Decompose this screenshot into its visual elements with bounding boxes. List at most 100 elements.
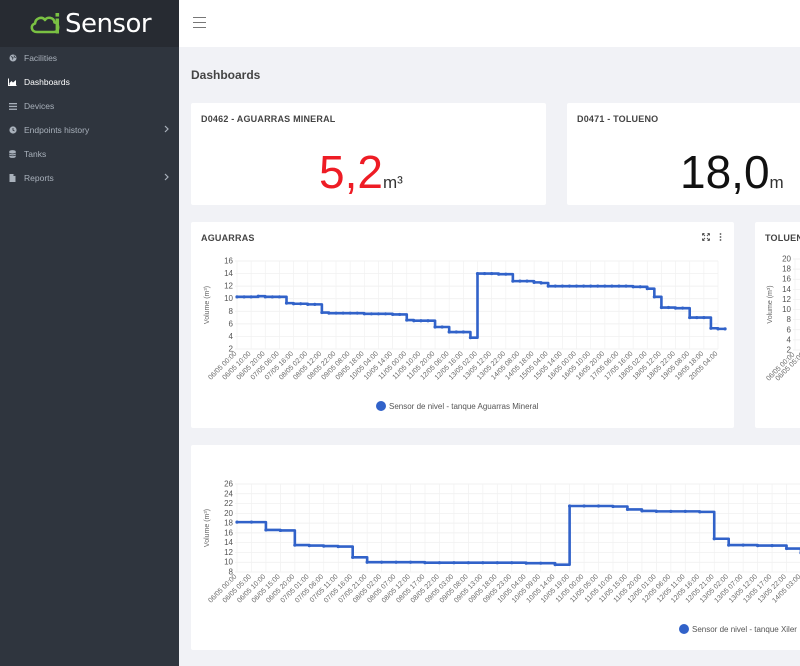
data-point[interactable] xyxy=(640,509,644,513)
data-point[interactable] xyxy=(770,544,774,548)
data-point[interactable] xyxy=(546,284,550,288)
data-point[interactable] xyxy=(242,295,246,299)
data-point[interactable] xyxy=(278,528,282,533)
data-point[interactable] xyxy=(466,561,470,565)
data-point[interactable] xyxy=(596,504,601,508)
data-point[interactable] xyxy=(681,306,685,310)
data-point[interactable] xyxy=(405,318,409,322)
hamburger-menu-icon[interactable] xyxy=(193,17,206,28)
data-point[interactable] xyxy=(673,306,678,310)
data-point[interactable] xyxy=(490,271,494,276)
data-point[interactable] xyxy=(688,315,692,320)
data-point[interactable] xyxy=(447,330,451,334)
data-point[interactable] xyxy=(394,560,398,564)
data-point[interactable] xyxy=(475,271,480,276)
data-point[interactable] xyxy=(454,330,458,334)
data-point[interactable] xyxy=(235,520,239,524)
data-point[interactable] xyxy=(611,504,615,509)
data-point[interactable] xyxy=(560,284,564,288)
data-point[interactable] xyxy=(256,294,260,298)
data-point[interactable] xyxy=(365,560,369,564)
data-point[interactable] xyxy=(452,561,456,565)
data-point[interactable] xyxy=(497,272,501,276)
data-point[interactable] xyxy=(249,520,254,524)
data-point[interactable] xyxy=(617,284,621,288)
data-point[interactable] xyxy=(638,285,642,289)
data-point[interactable] xyxy=(525,279,529,283)
data-point[interactable] xyxy=(716,327,720,331)
logo[interactable]: Sensor xyxy=(0,0,179,47)
data-point[interactable] xyxy=(518,279,522,283)
data-point[interactable] xyxy=(408,560,413,564)
data-point[interactable] xyxy=(383,312,388,316)
data-point[interactable] xyxy=(362,312,366,316)
data-point[interactable] xyxy=(695,315,699,320)
data-point[interactable] xyxy=(348,311,352,315)
data-point[interactable] xyxy=(709,326,713,330)
data-point[interactable] xyxy=(293,543,297,547)
data-point[interactable] xyxy=(723,327,727,331)
data-point[interactable] xyxy=(277,295,282,299)
expand-icon[interactable] xyxy=(702,233,710,241)
data-point[interactable] xyxy=(264,528,268,532)
data-point[interactable] xyxy=(380,560,384,564)
data-point[interactable] xyxy=(306,302,310,306)
data-point[interactable] xyxy=(235,295,239,299)
data-point[interactable] xyxy=(419,319,423,323)
data-point[interactable] xyxy=(461,330,465,334)
data-point[interactable] xyxy=(553,563,557,567)
data-point[interactable] xyxy=(482,271,487,276)
data-point[interactable] xyxy=(440,325,444,329)
data-point[interactable] xyxy=(504,272,508,276)
data-point[interactable] xyxy=(532,280,536,284)
sidebar-item-devices[interactable]: Devices xyxy=(0,94,179,118)
data-point[interactable] xyxy=(574,284,579,288)
data-point[interactable] xyxy=(582,284,586,288)
data-point[interactable] xyxy=(307,544,311,548)
data-point[interactable] xyxy=(568,504,572,508)
data-point[interactable] xyxy=(495,561,499,565)
legend-item[interactable]: Sensor de nivel - tanque Aguarras Minera… xyxy=(376,401,539,411)
data-point[interactable] xyxy=(625,507,630,512)
data-point[interactable] xyxy=(727,543,731,547)
data-point[interactable] xyxy=(698,510,702,514)
data-point[interactable] xyxy=(313,302,317,306)
data-point[interactable] xyxy=(249,295,253,299)
data-point[interactable] xyxy=(669,509,673,513)
data-point[interactable] xyxy=(652,295,656,299)
data-point[interactable] xyxy=(610,284,614,288)
data-point[interactable] xyxy=(784,546,789,551)
data-point[interactable] xyxy=(433,325,437,329)
data-point[interactable] xyxy=(683,509,687,513)
data-point[interactable] xyxy=(567,284,572,288)
data-point[interactable] xyxy=(341,311,345,315)
data-point[interactable] xyxy=(511,279,515,283)
data-point[interactable] xyxy=(398,312,402,317)
data-point[interactable] xyxy=(741,543,745,547)
sidebar-item-tanks[interactable]: Tanks xyxy=(0,142,179,166)
data-point[interactable] xyxy=(284,301,289,305)
data-point[interactable] xyxy=(369,312,373,316)
data-point[interactable] xyxy=(327,311,331,315)
data-point[interactable] xyxy=(712,537,716,541)
data-point[interactable] xyxy=(270,295,274,299)
data-point[interactable] xyxy=(756,544,760,548)
data-point[interactable] xyxy=(659,305,664,310)
data-point[interactable] xyxy=(666,305,671,310)
data-point[interactable] xyxy=(468,336,473,340)
data-point[interactable] xyxy=(423,561,427,565)
data-point[interactable] xyxy=(539,561,543,565)
data-point[interactable] xyxy=(524,561,528,565)
data-point[interactable] xyxy=(376,312,381,316)
data-point[interactable] xyxy=(320,310,324,315)
data-point[interactable] xyxy=(412,319,416,323)
data-point[interactable] xyxy=(603,284,607,288)
sidebar-item-facilities[interactable]: Facilities xyxy=(0,46,179,70)
data-point[interactable] xyxy=(299,302,303,306)
more-vertical-icon[interactable] xyxy=(719,233,722,241)
data-point[interactable] xyxy=(291,302,296,306)
sidebar-item-endpoints-history[interactable]: Endpoints history xyxy=(0,118,179,142)
data-point[interactable] xyxy=(702,315,706,320)
data-point[interactable] xyxy=(654,509,658,513)
data-point[interactable] xyxy=(631,285,635,289)
